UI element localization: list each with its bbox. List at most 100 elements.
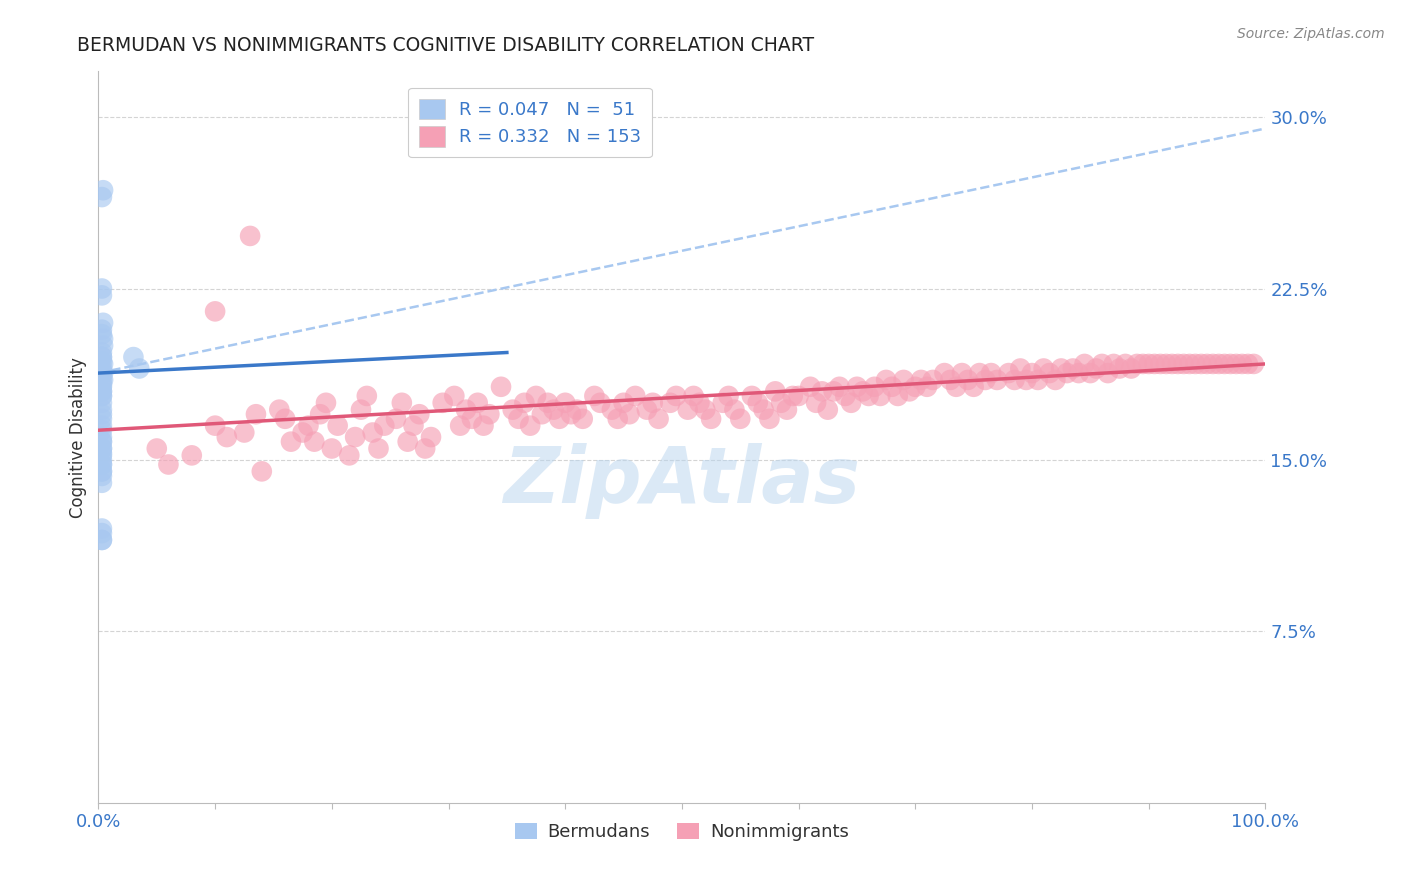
Point [90, 345, 112, 359]
Point [747, 396, 769, 410]
Point [274, 412, 297, 426]
Point [799, 380, 821, 394]
Point [90, 430, 112, 444]
Point [887, 389, 910, 403]
Point [337, 449, 360, 463]
Point [804, 396, 827, 410]
Point [904, 380, 927, 394]
Y-axis label: Cognitive Disability: Cognitive Disability [69, 357, 87, 517]
Point [90, 423, 112, 437]
Point [647, 412, 669, 426]
Point [1085, 361, 1108, 376]
Point [636, 402, 658, 417]
Point [91, 373, 114, 387]
Point [776, 402, 799, 417]
Point [939, 373, 962, 387]
Point [1050, 361, 1073, 376]
Point [90, 434, 112, 449]
Point [128, 361, 150, 376]
Point [828, 380, 851, 394]
Point [326, 418, 349, 433]
Point [641, 396, 664, 410]
Point [1219, 357, 1241, 371]
Point [157, 458, 180, 472]
Point [589, 396, 612, 410]
Point [863, 380, 886, 394]
Point [472, 418, 495, 433]
Point [90, 389, 112, 403]
Point [548, 412, 571, 426]
Point [700, 412, 723, 426]
Point [90, 412, 112, 426]
Point [752, 402, 775, 417]
Point [624, 389, 647, 403]
Point [880, 380, 903, 394]
Point [1032, 361, 1054, 376]
Point [676, 402, 699, 417]
Point [90, 361, 112, 376]
Point [1237, 357, 1260, 371]
Point [560, 407, 582, 421]
Point [90, 384, 112, 399]
Point [852, 384, 875, 399]
Point [461, 412, 484, 426]
Point [90, 521, 112, 535]
Point [717, 389, 740, 403]
Text: BERMUDAN VS NONIMMIGRANTS COGNITIVE DISABILITY CORRELATION CHART: BERMUDAN VS NONIMMIGRANTS COGNITIVE DISA… [77, 36, 814, 54]
Point [1178, 357, 1201, 371]
Point [711, 396, 734, 410]
Point [250, 464, 273, 478]
Point [1143, 357, 1166, 371]
Point [811, 384, 834, 399]
Point [90, 323, 112, 337]
Point [1038, 366, 1060, 380]
Point [90, 475, 112, 490]
Point [146, 442, 169, 456]
Point [90, 446, 112, 460]
Point [1097, 366, 1119, 380]
Point [741, 389, 763, 403]
Point [1173, 357, 1195, 371]
Point [1208, 357, 1230, 371]
Point [1195, 357, 1218, 371]
Point [90, 366, 112, 380]
Point [413, 442, 436, 456]
Point [1004, 373, 1026, 387]
Point [613, 396, 636, 410]
Point [396, 434, 419, 449]
Point [467, 396, 489, 410]
Point [90, 389, 112, 403]
Point [90, 402, 112, 417]
Point [344, 430, 367, 444]
Point [90, 354, 112, 368]
Point [356, 389, 378, 403]
Point [763, 384, 786, 399]
Point [91, 332, 114, 346]
Point [432, 396, 454, 410]
Point [950, 366, 973, 380]
Point [980, 366, 1002, 380]
Point [1132, 357, 1154, 371]
Point [682, 389, 704, 403]
Point [315, 396, 337, 410]
Point [600, 402, 623, 417]
Point [291, 425, 314, 440]
Point [921, 373, 943, 387]
Point [204, 418, 226, 433]
Point [956, 373, 979, 387]
Point [898, 384, 921, 399]
Point [269, 402, 291, 417]
Point [304, 434, 326, 449]
Point [91, 366, 114, 380]
Point [385, 412, 408, 426]
Point [619, 407, 641, 421]
Point [90, 453, 112, 467]
Point [454, 402, 477, 417]
Point [90, 464, 112, 478]
Point [90, 288, 112, 302]
Point [90, 380, 112, 394]
Point [1015, 373, 1038, 387]
Point [90, 418, 112, 433]
Point [723, 402, 745, 417]
Point [90, 350, 112, 364]
